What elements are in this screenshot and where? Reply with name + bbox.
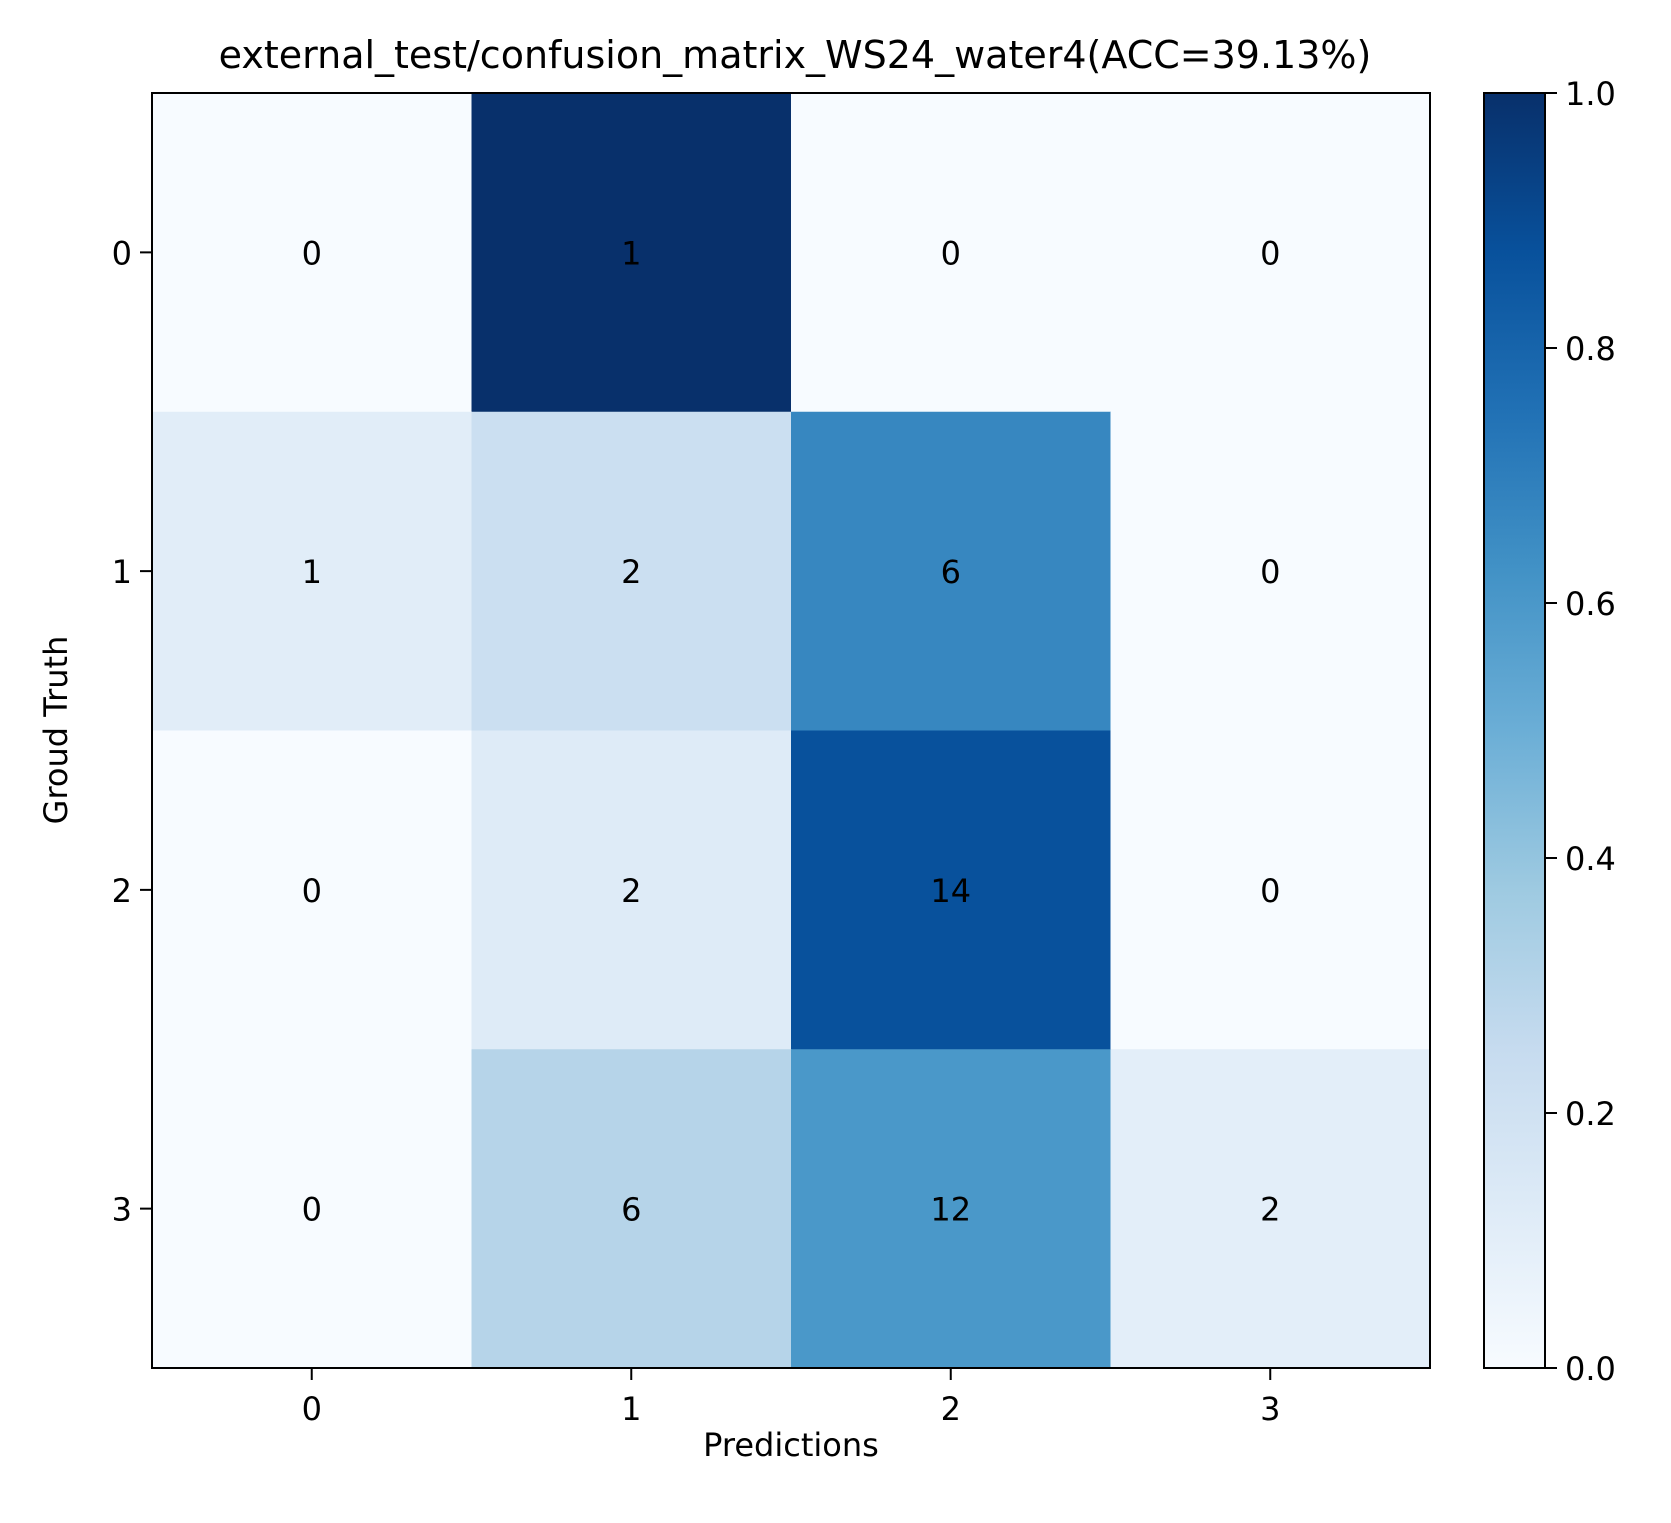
cell-count-r0-c3: 0 xyxy=(1260,234,1280,272)
heatmap-cell-r1-c3 xyxy=(1110,411,1431,731)
cell-count-r3-c3: 2 xyxy=(1260,1191,1280,1229)
heatmap-cell-r2-c1 xyxy=(471,730,792,1050)
heatmap-cell-r1-c2 xyxy=(791,411,1111,731)
heatmap-cell-r2-c0 xyxy=(152,730,472,1050)
cell-value-labels: 0 1 0 01 2 6 00 2 14 00 6 12 2 xyxy=(302,234,1281,1228)
y-tick-label: 1 xyxy=(112,553,132,591)
cell-count-r1-c0: 1 xyxy=(302,553,322,591)
heatmap-cell-r0-c2 xyxy=(791,93,1111,413)
heatmap-cell-r0-c1 xyxy=(471,93,792,413)
colorbar-tick-label: 1.0 xyxy=(1565,75,1616,113)
chart-title: external_test/confusion_matrix_WS24_wate… xyxy=(219,33,1372,77)
y-axis-label: Groud Truth xyxy=(37,636,75,825)
heatmap-cell-r3-c3 xyxy=(1110,1049,1431,1369)
heatmap-cell-r3-c2 xyxy=(791,1049,1111,1369)
cell-count-r3-c0: 0 xyxy=(302,1191,322,1229)
y-tick-label: 0 xyxy=(112,234,132,272)
colorbar-tick-label: 0.2 xyxy=(1565,1095,1616,1133)
colorbar-ticks: 0.0 0.2 0.4 0.6 0.8 1.0 xyxy=(1545,75,1616,1388)
x-tick-label: 3 xyxy=(1260,1390,1280,1428)
cell-count-r2-c2: 14 xyxy=(930,872,971,910)
cell-count-r3-c2: 12 xyxy=(930,1191,971,1229)
cell-count-r0-c2: 0 xyxy=(941,234,961,272)
y-axis-ticks: 0 1 2 3 xyxy=(112,234,152,1229)
cell-count-r1-c2: 6 xyxy=(941,553,961,591)
cell-count-r0-c1: 1 xyxy=(621,234,641,272)
colorbar-tick-label: 0.0 xyxy=(1565,1350,1616,1388)
colorbar-tick-label: 0.4 xyxy=(1565,840,1616,878)
cell-count-r2-c1: 2 xyxy=(621,872,641,910)
colorbar-tick-label: 0.8 xyxy=(1565,330,1616,368)
colorbar-tick-label: 0.6 xyxy=(1565,585,1616,623)
plot-frame xyxy=(151,92,1431,1369)
cell-count-r1-c3: 0 xyxy=(1260,553,1280,591)
heatmap-cell-r0-c0 xyxy=(152,93,472,413)
heatmap-cell-r0-c3 xyxy=(1110,93,1431,413)
y-tick-label: 2 xyxy=(112,872,132,910)
y-tick-label: 3 xyxy=(112,1191,132,1229)
x-tick-label: 0 xyxy=(302,1390,322,1428)
x-axis-ticks: 0 1 2 3 xyxy=(302,1368,1280,1428)
x-tick-label: 1 xyxy=(621,1390,641,1428)
cell-count-r1-c1: 2 xyxy=(621,553,641,591)
heatmap-cell-r2-c3 xyxy=(1110,730,1431,1050)
heatmap-cell-r1-c0 xyxy=(152,411,472,731)
heatmap-cell-r1-c1 xyxy=(471,411,792,731)
x-axis-label: Predictions xyxy=(703,1426,879,1464)
heatmap-cell-r3-c1 xyxy=(471,1049,792,1369)
cell-count-r3-c1: 6 xyxy=(621,1191,641,1229)
cell-count-r2-c3: 0 xyxy=(1260,872,1280,910)
heatmap-cell-r3-c0 xyxy=(152,1049,472,1369)
x-tick-label: 2 xyxy=(941,1390,961,1428)
heatmap-cell-r2-c2 xyxy=(791,730,1111,1050)
cell-count-r2-c0: 0 xyxy=(302,872,322,910)
colorbar xyxy=(1483,92,1546,1369)
cell-count-r0-c0: 0 xyxy=(302,234,322,272)
heatmap-cells xyxy=(152,93,1431,1369)
